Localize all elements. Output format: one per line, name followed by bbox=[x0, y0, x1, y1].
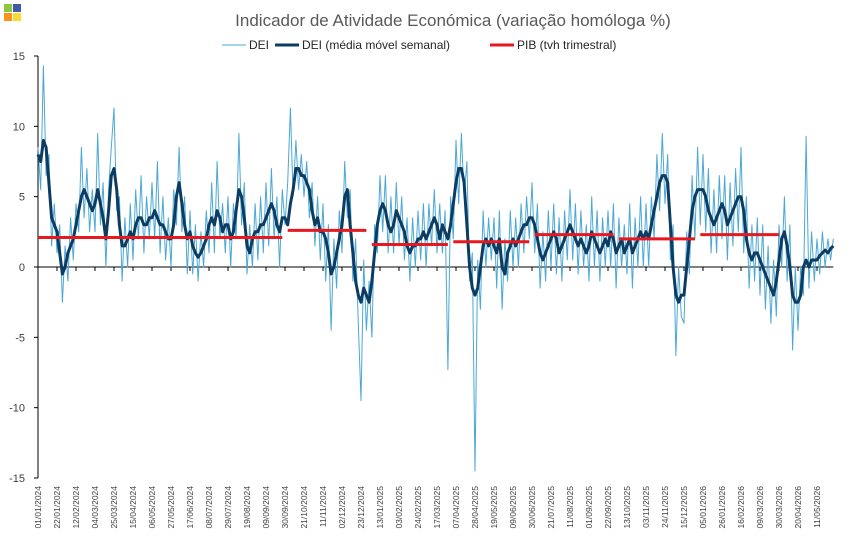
y-tick-label: 0 bbox=[19, 262, 25, 274]
series-line bbox=[37, 65, 834, 472]
x-tick-label: 23/12/2024 bbox=[356, 486, 366, 529]
x-tick-label: 29/07/2024 bbox=[223, 486, 233, 529]
x-tick-label: 02/12/2024 bbox=[337, 486, 347, 529]
x-tick-label: 30/03/2026 bbox=[774, 486, 784, 529]
x-tick-label: 15/04/2024 bbox=[128, 486, 138, 529]
x-tick-label: 11/05/2026 bbox=[812, 486, 822, 528]
x-tick-label: 15/12/2025 bbox=[679, 486, 689, 529]
x-tick-label: 01/09/2025 bbox=[584, 486, 594, 529]
x-tick-label: 24/02/2025 bbox=[413, 486, 423, 529]
x-tick-label: 01/01/2024 bbox=[33, 486, 43, 529]
legend-label: DEI bbox=[249, 38, 269, 52]
chart-title: Indicador de Atividade Económica (variaç… bbox=[235, 11, 671, 30]
legend-label: PIB (tvh trimestral) bbox=[517, 38, 616, 52]
x-tick-label: 03/11/2025 bbox=[641, 486, 651, 528]
x-tick-label: 13/01/2025 bbox=[375, 486, 385, 529]
x-tick-label: 16/02/2026 bbox=[736, 486, 746, 529]
x-tick-label: 09/03/2026 bbox=[755, 486, 765, 529]
x-tick-label: 06/05/2024 bbox=[147, 486, 157, 529]
x-tick-label: 09/09/2024 bbox=[261, 486, 271, 529]
x-tick-label: 24/11/2025 bbox=[660, 486, 670, 528]
x-tick-label: 19/05/2025 bbox=[489, 486, 499, 529]
x-tick-label: 21/10/2024 bbox=[299, 486, 309, 529]
series-line bbox=[38, 228, 779, 246]
x-tick-label: 26/01/2026 bbox=[717, 486, 727, 529]
x-tick-label: 19/08/2024 bbox=[242, 486, 252, 529]
y-tick-label: -10 bbox=[9, 403, 25, 415]
y-tick-label: 10 bbox=[13, 121, 25, 133]
x-tick-label: 09/06/2025 bbox=[508, 486, 518, 529]
x-tick-label: 28/04/2025 bbox=[470, 486, 480, 529]
x-tick-label: 03/02/2025 bbox=[394, 486, 404, 529]
x-tick-label: 17/03/2025 bbox=[432, 486, 442, 529]
y-tick-label: 5 bbox=[19, 192, 25, 204]
x-tick-label: 20/04/2026 bbox=[793, 486, 803, 529]
x-tick-label: 30/06/2025 bbox=[527, 486, 537, 529]
x-tick-label: 04/03/2024 bbox=[90, 486, 100, 529]
x-tick-label: 07/04/2025 bbox=[451, 486, 461, 529]
y-tick-label: -15 bbox=[9, 473, 25, 485]
x-tick-label: 22/01/2024 bbox=[52, 486, 62, 529]
x-tick-label: 13/10/2025 bbox=[622, 486, 632, 529]
x-tick-label: 11/11/2024 bbox=[318, 486, 328, 528]
x-tick-label: 08/07/2024 bbox=[204, 486, 214, 529]
y-tick-label: -5 bbox=[15, 332, 25, 344]
logo bbox=[4, 4, 21, 21]
x-tick-label: 27/05/2024 bbox=[166, 486, 176, 529]
x-tick-label: 12/02/2024 bbox=[71, 486, 81, 529]
x-tick-label: 30/09/2024 bbox=[280, 486, 290, 529]
y-tick-label: 15 bbox=[13, 51, 25, 63]
x-tick-label: 22/09/2025 bbox=[603, 486, 613, 529]
x-tick-label: 21/07/2025 bbox=[546, 486, 556, 529]
x-tick-label: 17/06/2024 bbox=[185, 486, 195, 529]
legend-label: DEI (média móvel semanal) bbox=[302, 38, 450, 52]
x-tick-label: 05/01/2026 bbox=[698, 486, 708, 529]
x-tick-label: 25/03/2024 bbox=[109, 486, 119, 529]
x-tick-label: 11/08/2025 bbox=[565, 486, 575, 528]
